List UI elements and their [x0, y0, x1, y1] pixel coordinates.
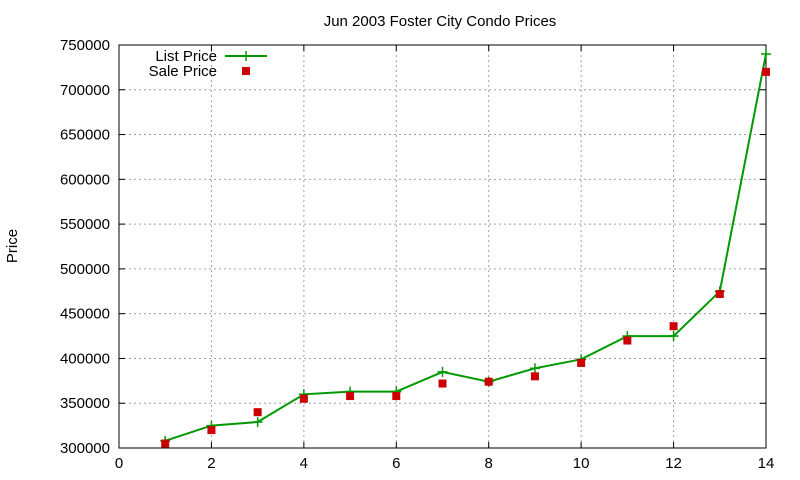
x-tick-label: 2	[207, 455, 215, 472]
legend-marker-sale-price	[242, 67, 250, 75]
x-tick-label: 4	[300, 455, 308, 472]
y-tick-label: 350000	[60, 395, 110, 412]
x-tick-label: 14	[758, 455, 775, 472]
x-tick-label: 10	[573, 455, 590, 472]
series-line-list-price	[164, 53, 767, 442]
y-tick-label: 600000	[60, 171, 110, 188]
sale-price-point	[253, 408, 262, 417]
x-tick-label: 0	[115, 455, 123, 472]
x-tick-label: 8	[485, 455, 493, 472]
y-tick-label: 750000	[60, 37, 110, 54]
sale-price-point	[762, 67, 770, 76]
y-axis: 300000 350000 400000 450000 500000 550000 6000…	[60, 37, 766, 457]
list-price-point	[437, 366, 448, 377]
sale-price-point	[161, 439, 170, 448]
y-tick-label: 400000	[60, 350, 110, 367]
grid	[119, 45, 766, 448]
x-axis: 0 2 4 6 8 10 12 14	[115, 45, 775, 472]
sale-price-point	[438, 379, 447, 388]
y-tick-label: 450000	[60, 306, 110, 323]
legend-label-list-price: List Price	[155, 48, 217, 65]
chart-title: Jun 2003 Foster City Condo Prices	[324, 13, 557, 30]
y-tick-label: 500000	[60, 261, 110, 278]
y-axis-label: Price	[4, 229, 21, 263]
series	[160, 48, 771, 448]
y-tick-label: 700000	[60, 82, 110, 99]
sale-price-point	[299, 394, 308, 403]
sale-price-point	[715, 289, 724, 298]
x-tick-label: 12	[665, 455, 682, 472]
legend: List Price Sale Price	[149, 48, 267, 80]
sale-price-point	[346, 392, 355, 401]
sale-price-point	[207, 426, 216, 435]
list-price-point	[761, 48, 771, 59]
list-price-point	[529, 363, 540, 374]
x-tick-label: 6	[392, 455, 400, 472]
sale-price-point	[392, 392, 401, 401]
legend-label-sale-price: Sale Price	[149, 63, 217, 80]
sale-price-point	[623, 336, 632, 345]
y-tick-label: 300000	[60, 440, 110, 457]
plot-border	[118, 44, 767, 449]
sale-price-point	[484, 377, 493, 386]
list-price-point	[252, 417, 263, 428]
sale-price-point	[530, 372, 539, 381]
y-tick-label: 550000	[60, 216, 110, 233]
sale-price-point	[577, 358, 586, 367]
legend-marker-list-price	[241, 51, 251, 61]
sale-price-point	[669, 322, 678, 331]
list-price-point	[668, 331, 679, 342]
y-tick-label: 650000	[60, 127, 110, 144]
